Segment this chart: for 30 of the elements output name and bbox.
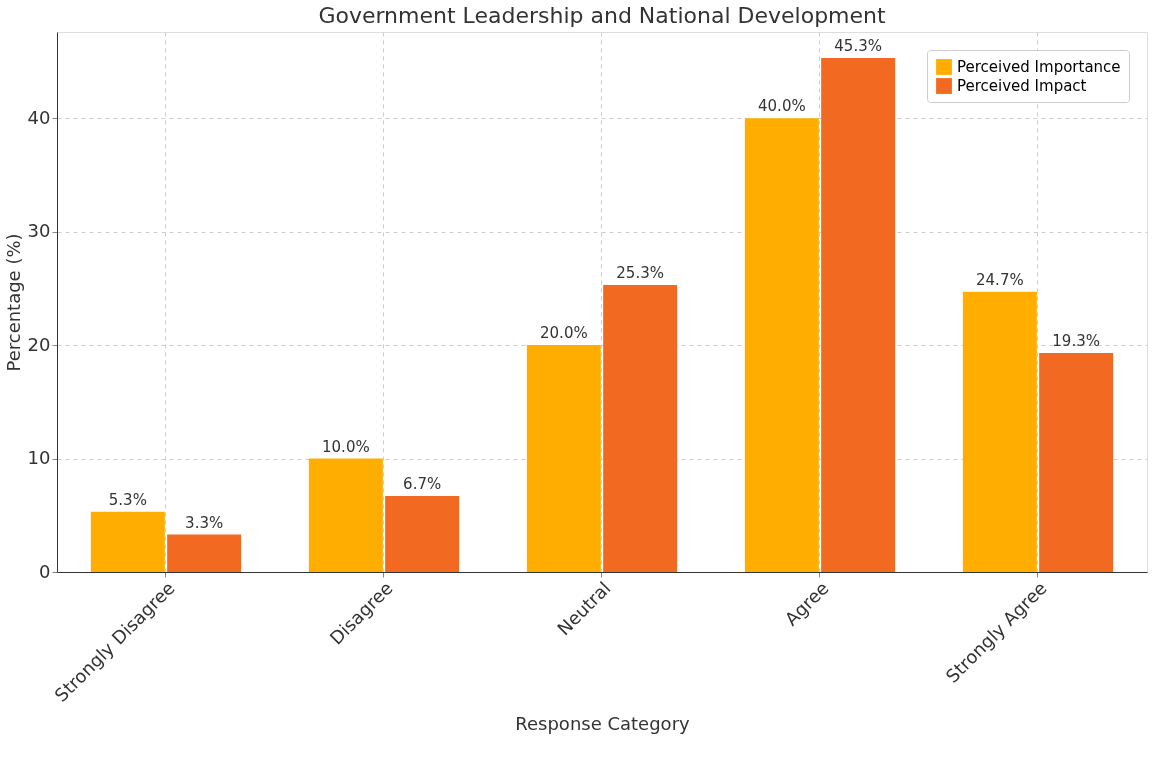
data-label: 6.7%	[403, 474, 442, 493]
y-axis-title: Percentage (%)	[2, 233, 24, 372]
legend-label: Perceived Impact	[957, 77, 1087, 95]
bar	[603, 284, 678, 572]
y-tick-label: 30	[27, 220, 51, 242]
data-label: 3.3%	[185, 513, 224, 532]
bar	[90, 511, 165, 572]
data-label: 24.7%	[976, 270, 1024, 289]
bar	[526, 345, 601, 572]
data-label: 20.0%	[540, 324, 588, 343]
bar	[744, 118, 819, 572]
bar	[1039, 353, 1114, 572]
data-label: 45.3%	[834, 37, 882, 56]
bar	[821, 58, 896, 572]
bar	[167, 534, 242, 572]
y-tick-label: 20	[27, 333, 51, 355]
data-label: 5.3%	[108, 490, 147, 509]
chart-title: Government Leadership and National Development	[318, 3, 886, 28]
data-label: 10.0%	[322, 437, 370, 456]
y-tick-label: 0	[39, 560, 51, 582]
data-label: 19.3%	[1052, 332, 1100, 351]
y-tick-label: 10	[27, 447, 51, 469]
y-tick-label: 40	[27, 106, 51, 128]
legend-label: Perceived Importance	[957, 58, 1121, 76]
data-label: 25.3%	[616, 263, 664, 282]
bar	[308, 458, 383, 572]
x-axis-title: Response Category	[515, 712, 691, 734]
bar	[385, 495, 460, 572]
bar	[962, 291, 1037, 572]
data-label: 40.0%	[758, 97, 806, 116]
